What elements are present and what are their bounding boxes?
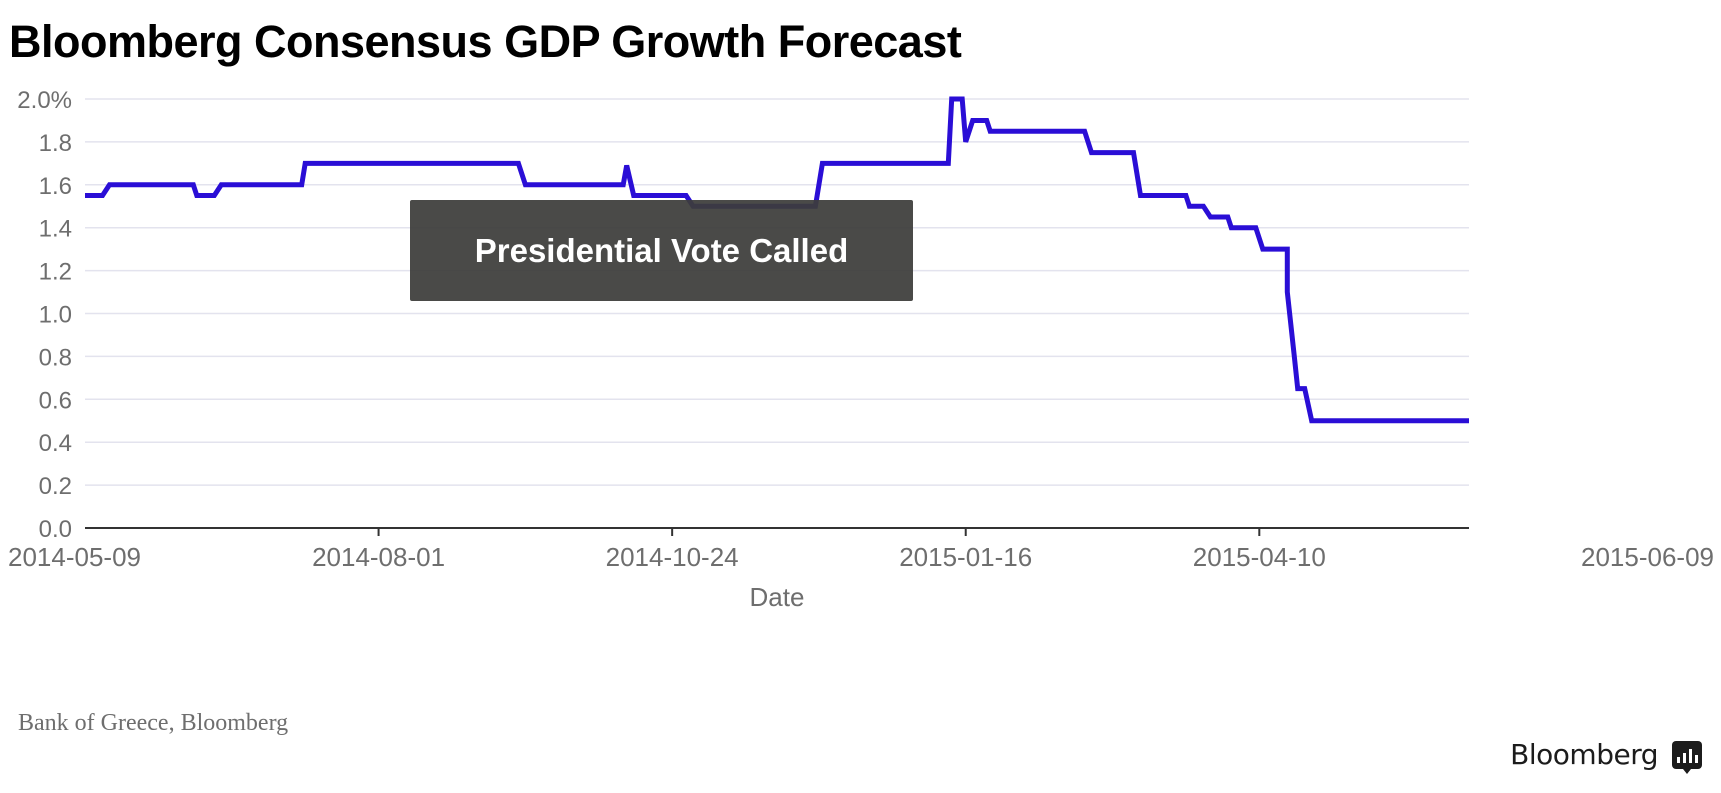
x-tick-label: 2014-05-09 bbox=[8, 542, 141, 572]
y-tick-label: 0.6 bbox=[39, 387, 72, 414]
x-tick-label: 2014-10-24 bbox=[606, 542, 739, 572]
x-tick-label: 2015-06-09 bbox=[1581, 542, 1714, 572]
x-tick-label: 2015-01-16 bbox=[899, 542, 1032, 572]
y-tick-label: 0.8 bbox=[39, 344, 72, 371]
y-tick-label: 1.8 bbox=[39, 130, 72, 157]
y-tick-label: 0.0 bbox=[39, 516, 72, 543]
y-tick-label: 1.4 bbox=[39, 216, 72, 243]
x-axis-label: Date bbox=[750, 582, 805, 612]
bloomberg-logo-icon bbox=[1672, 740, 1702, 774]
series-group bbox=[84, 96, 1470, 424]
chart-title: Bloomberg Consensus GDP Growth Forecast bbox=[9, 16, 962, 67]
y-tick-label: 0.4 bbox=[39, 430, 72, 457]
y-tick-label: 1.6 bbox=[39, 173, 72, 200]
brand-logo: Bloomberg bbox=[1510, 738, 1702, 774]
y-tick-label: 1.0 bbox=[39, 302, 72, 329]
brand-name: Bloomberg bbox=[1510, 738, 1658, 771]
y-tick-label: 2.0% bbox=[17, 87, 72, 114]
x-axis: 2014-05-09 2014-08-01 2014-10-24 2015-01-16… bbox=[8, 527, 1714, 572]
y-tick-label: 0.2 bbox=[39, 473, 72, 500]
series-line bbox=[85, 96, 1469, 424]
y-axis-ticks: 0.0 0.2 0.4 0.6 0.8 1.0 1.2 1.4 1.6 1.8 2.0% bbox=[17, 87, 72, 543]
source-note: Bank of Greece, Bloomberg bbox=[18, 710, 289, 736]
x-tick-label: 2014-08-01 bbox=[312, 542, 445, 572]
x-tick-label: 2015-04-10 bbox=[1193, 542, 1326, 572]
annotation-presidential-vote: Presidential Vote Called bbox=[410, 200, 913, 301]
y-tick-label: 1.2 bbox=[39, 259, 72, 286]
annotation-text: Presidential Vote Called bbox=[474, 231, 849, 269]
